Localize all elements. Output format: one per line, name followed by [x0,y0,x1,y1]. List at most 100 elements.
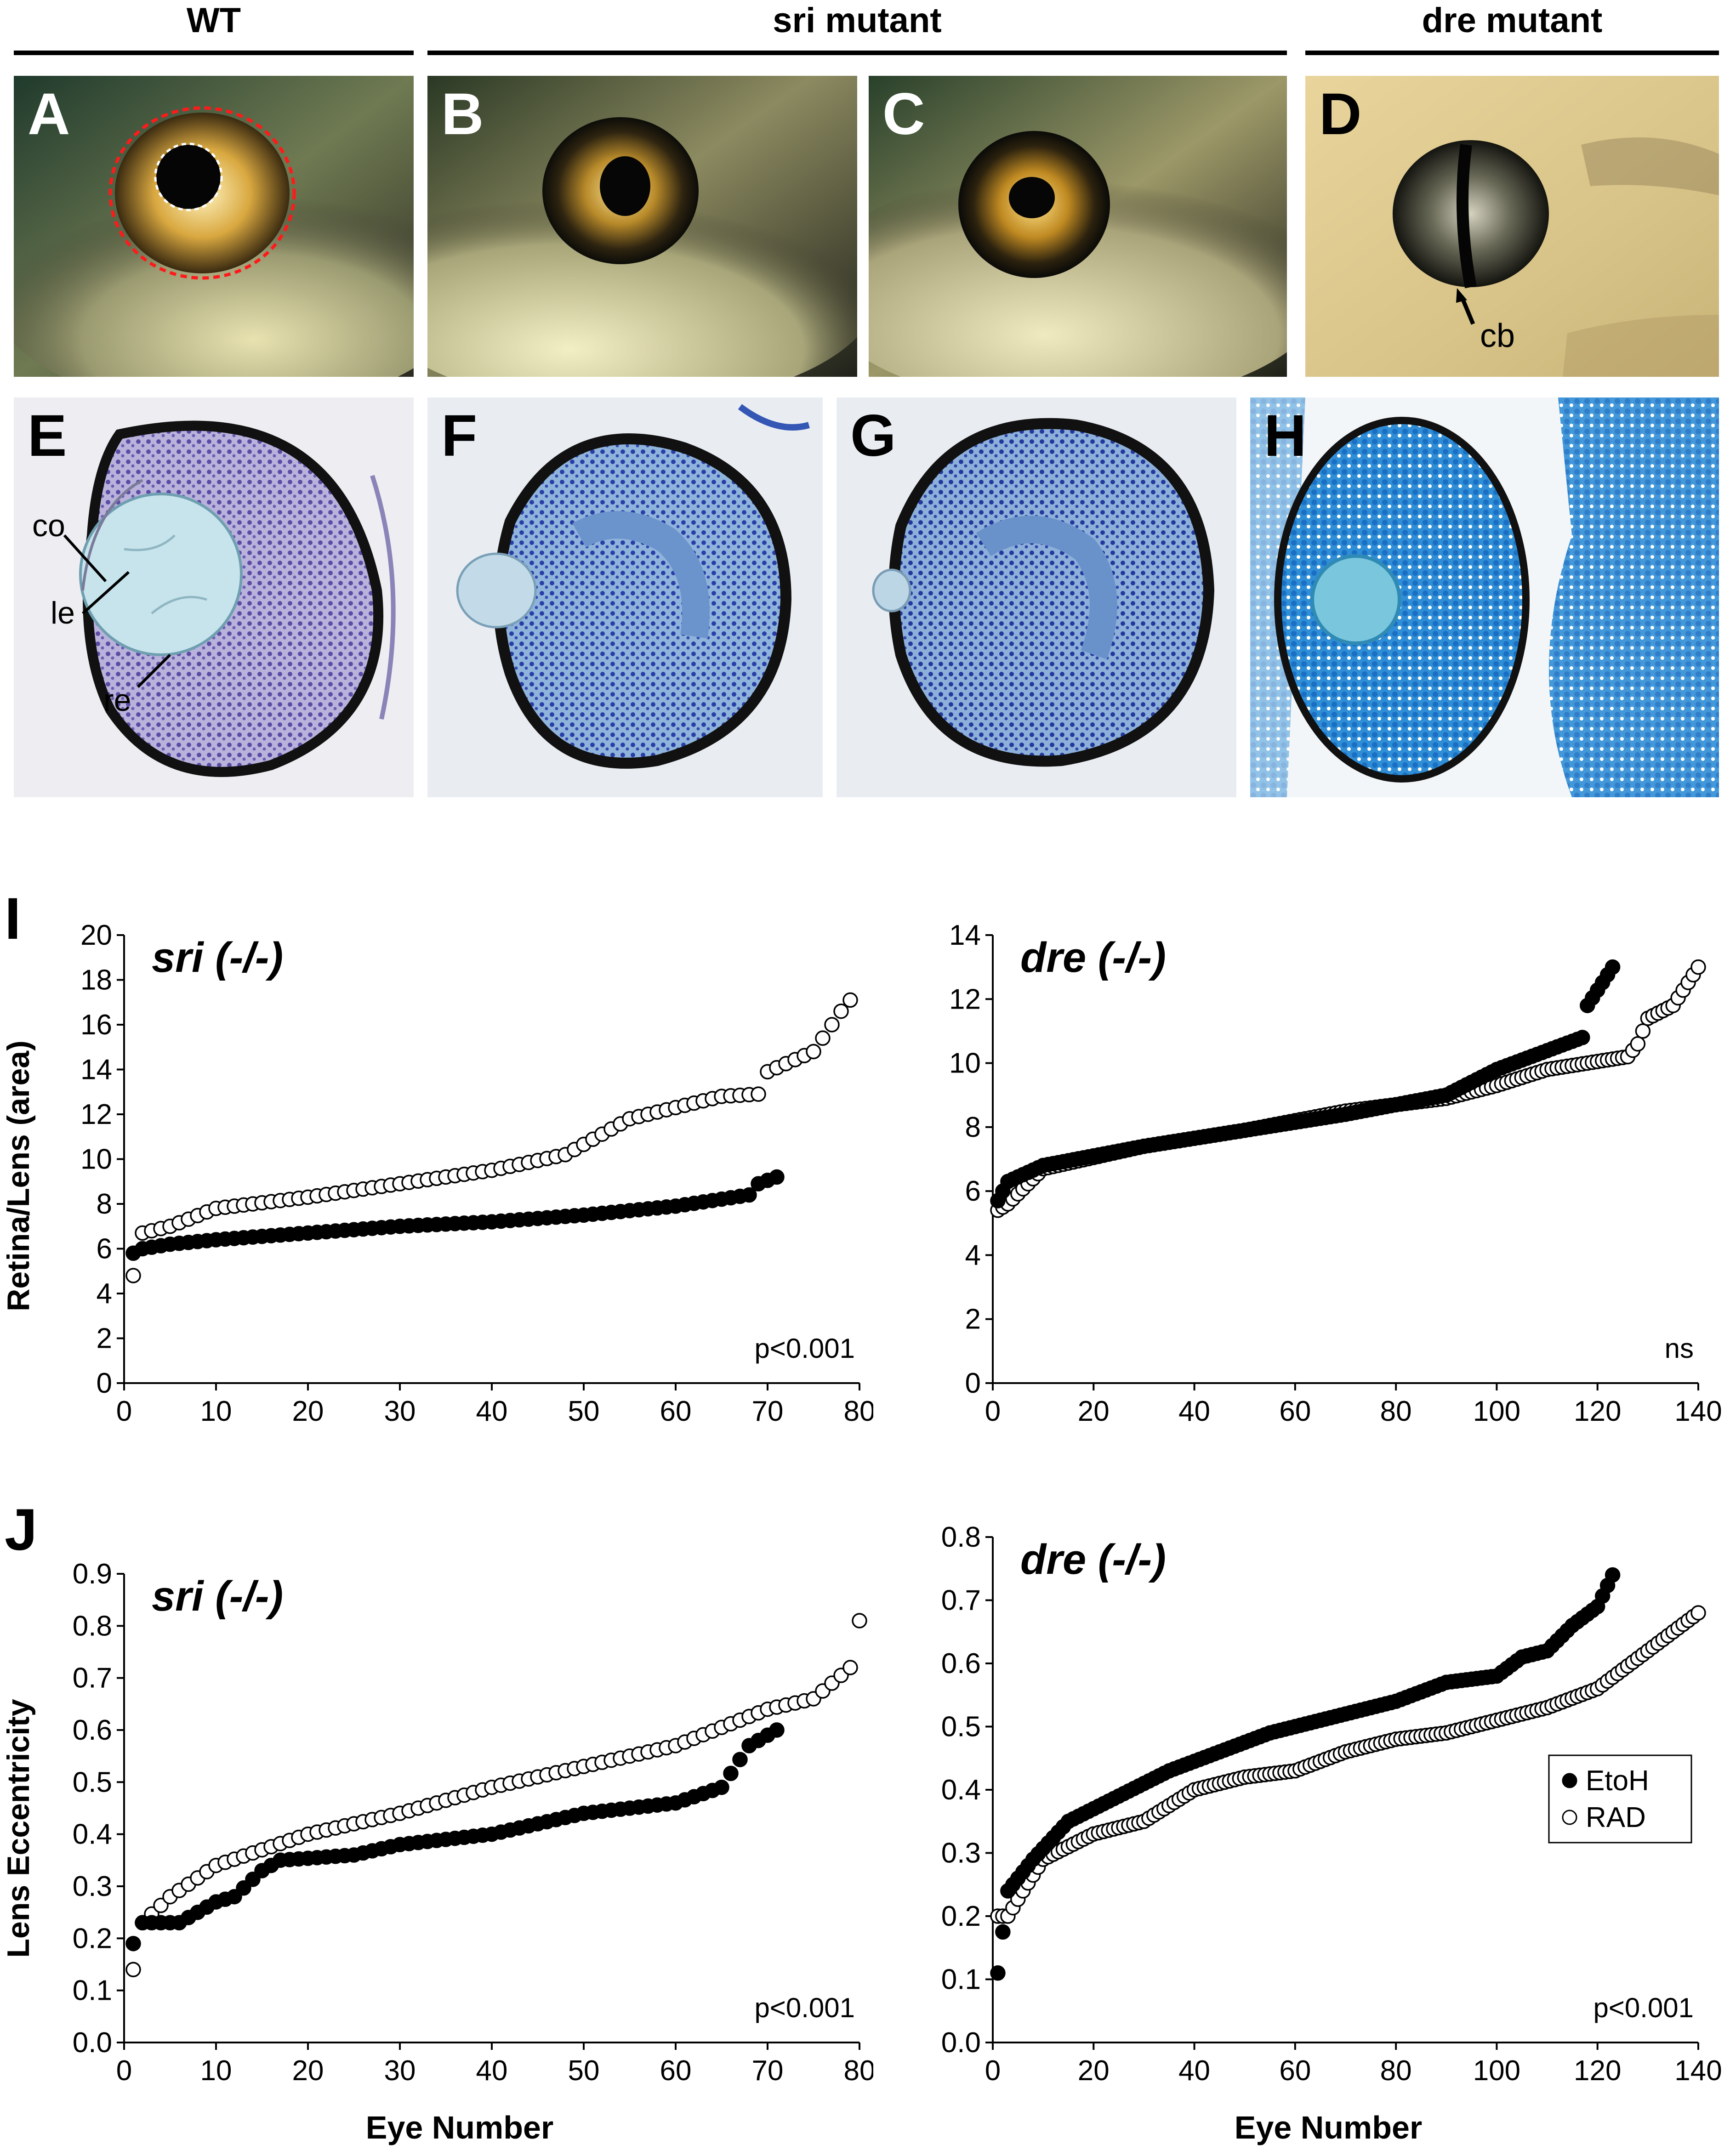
data-point-etoh [1605,1567,1621,1583]
y-tick-label: 0.5 [73,1766,112,1798]
photo-d-image [1305,76,1719,377]
data-point-rad [824,1017,840,1033]
data-point-rad [125,1962,141,1978]
x-tick-label: 10 [200,2055,232,2087]
data-point-etoh [995,1924,1011,1940]
data-point-rad [833,1003,849,1019]
photo-panel-b: B [427,76,857,377]
data-point-etoh [227,1889,242,1905]
header-dre-rule [1305,51,1719,55]
label-re: re [103,683,131,718]
y-tick-label: 0.5 [941,1711,981,1743]
data-point-etoh [245,1872,261,1887]
xlabel-left: Eye Number [365,2110,554,2145]
ylabel-i: Retina/Lens (area) [1,1040,36,1311]
photo-a-image [14,76,414,377]
x-tick-label: 80 [1380,2055,1412,2087]
data-point-rad [125,1268,141,1283]
x-tick-label: 10 [200,1396,232,1427]
x-tick-label: 50 [568,1396,600,1427]
legend-etoh-label: EtoH [1586,1765,1649,1797]
xlabel-right: Eye Number [1234,2110,1423,2145]
figure-letter-i: I [5,886,21,952]
chart-stat-label: p<0.001 [754,1992,855,2023]
series-rad [990,1605,1706,1924]
series-rad [125,1613,867,1978]
x-tick-label: 40 [476,2055,508,2087]
panel-letter-a: A [28,81,70,147]
y-tick-label: 0.6 [941,1648,981,1679]
x-tick-label: 50 [568,2055,600,2087]
chart-j-sri: 0.0 0.1 0.2 0.3 0.4 0.5 0.6 0.7 0.8 0.9 0 10 20 30 40 5… [46,1507,873,2105]
data-point-rad [1690,959,1706,975]
legend-rad-marker [1562,1810,1577,1825]
y-tick-label: 6 [965,1175,981,1207]
series-etoh [990,959,1621,1208]
x-tick-label: 140 [1674,1396,1722,1427]
label-co: co [32,508,65,543]
y-tick-label: 4 [965,1239,981,1271]
header-dre: dre mutant [1305,0,1719,60]
x-tick-label: 70 [752,2055,784,2087]
panel-letter-d: D [1319,81,1362,147]
y-tick-label: 10 [80,1144,112,1175]
y-tick-label: 0.8 [73,1610,112,1642]
x-tick-label: 70 [752,1396,784,1427]
x-tick-label: 60 [660,2055,692,2087]
section-f-image [427,397,823,797]
series-rad [125,992,858,1283]
chart-stat-label: p<0.001 [754,1333,855,1364]
data-point-etoh [125,1935,141,1952]
y-tick-label: 8 [97,1188,112,1220]
header-wt-rule [14,51,414,55]
x-tick-label: 40 [1178,2055,1210,2087]
y-tick-label: 12 [80,1099,112,1130]
data-point-etoh [990,1965,1006,1981]
x-tick-label: 20 [1078,1396,1110,1427]
chart-title: dre (-/-) [1020,1536,1166,1583]
section-panel-f: F [427,397,823,797]
x-tick-label: 120 [1574,2055,1621,2087]
header-wt: WT [14,0,414,60]
x-tick-label: 0 [116,2055,132,2087]
y-tick-label: 0 [97,1367,112,1399]
y-tick-label: 0.0 [73,2027,112,2059]
y-tick-label: 0.6 [73,1714,112,1746]
section-e-image [14,397,414,797]
data-point-rad [842,992,858,1008]
chart-j-dre: 0.0 0.1 0.2 0.3 0.4 0.5 0.6 0.7 0.8 0 20 40 60 80 100 1… [915,1507,1728,2105]
y-tick-label: 8 [965,1112,981,1143]
x-tick-label: 60 [1279,1396,1311,1427]
x-tick-label: 80 [844,2055,873,2087]
x-tick-label: 120 [1574,1396,1621,1427]
data-point-etoh [769,1169,785,1185]
y-tick-label: 0.8 [941,1521,981,1553]
x-tick-label: 40 [476,1396,508,1427]
y-tick-label: 6 [97,1233,112,1265]
chart-title: dre (-/-) [1020,934,1166,981]
y-tick-label: 0.4 [73,1819,112,1850]
header-sri: sri mutant [427,0,1287,60]
photo-b-image [427,76,857,377]
data-point-rad [815,1030,831,1046]
data-point-etoh [741,1187,757,1203]
data-point-etoh [1575,1030,1590,1045]
y-tick-label: 0.4 [941,1774,981,1806]
x-tick-label: 0 [985,2055,1001,2087]
data-point-etoh [236,1880,251,1896]
x-tick-label: 40 [1178,1396,1210,1427]
y-tick-label: 0.9 [73,1558,112,1590]
x-tick-label: 80 [844,1396,873,1427]
y-tick-label: 0.0 [941,2027,981,2059]
legend-etoh-marker [1562,1773,1577,1788]
header-sri-rule [427,51,1287,55]
y-tick-label: 0.1 [73,1975,112,2007]
data-point-etoh [1605,959,1621,975]
y-tick-label: 0.7 [941,1585,981,1617]
x-tick-label: 80 [1380,1396,1412,1427]
figure-letter-j: J [5,1497,38,1563]
y-tick-label: 0.3 [941,1838,981,1869]
y-tick-label: 0 [965,1367,981,1399]
section-panel-g: G [837,397,1236,797]
